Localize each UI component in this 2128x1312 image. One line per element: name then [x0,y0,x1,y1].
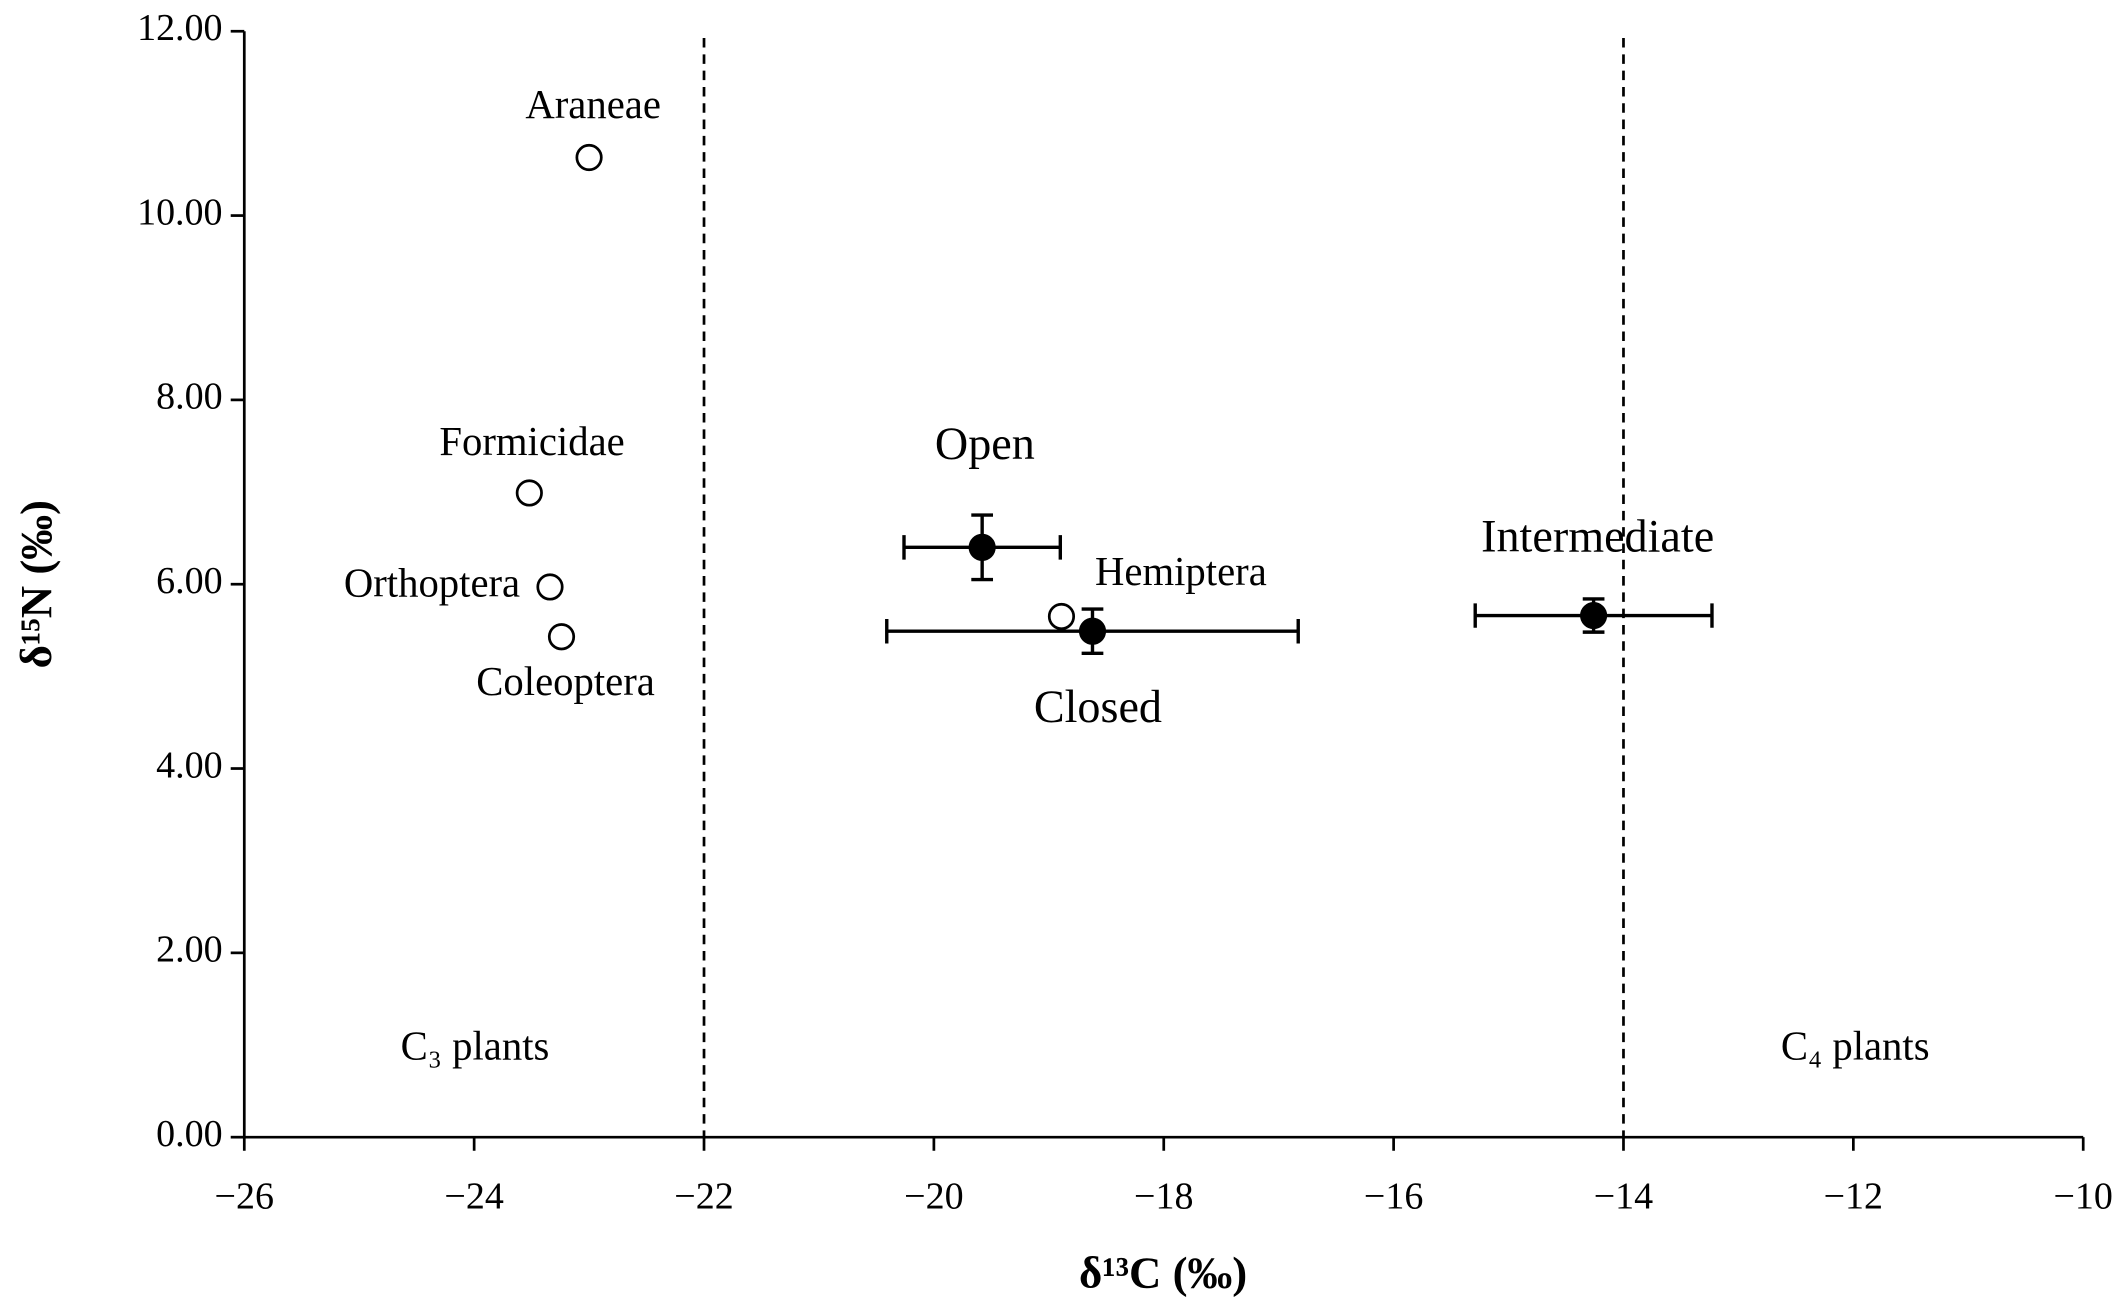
x-tick-label: −26 [215,1175,274,1217]
point-label: Formicidae [439,419,624,464]
point [1580,601,1608,630]
y-tick-label: 8.00 [156,376,222,418]
x-tick-label: −10 [2053,1175,2112,1217]
point-label: Coleoptera [476,659,655,704]
point-label: Closed [1034,681,1162,732]
x-tick-label: −18 [1134,1175,1193,1217]
point [515,479,543,507]
point [547,623,576,651]
point-label: Open [935,418,1035,469]
point [968,533,996,561]
point [536,573,564,601]
x-tick-label: −12 [1824,1175,1883,1217]
x-tick-label: −20 [904,1175,963,1217]
y-tick-label: 2.00 [156,929,222,971]
y-tick-label: 0.00 [156,1113,222,1155]
annotation: C₄ plants [1781,1024,1930,1069]
y-tick-label: 4.00 [156,744,222,786]
x-tick-label: −16 [1364,1175,1423,1217]
point-label: Orthoptera [344,560,520,605]
point [575,143,603,172]
x-tick-label: −14 [1594,1175,1653,1217]
point [1047,602,1076,631]
x-tick-label: −22 [674,1175,733,1217]
point-label: Hemiptera [1095,549,1267,594]
annotation: C₃ plants [401,1024,550,1069]
y-tick-label: 12.00 [137,7,223,49]
x-axis-title: δ¹³C (‰) [1079,1247,1247,1297]
x-tick-label: −24 [444,1175,503,1217]
point [1078,617,1107,645]
point-label: Araneae [525,82,661,127]
point-label: Intermediate [1481,510,1714,561]
y-axis-title: δ¹⁵N (‰) [11,500,61,668]
y-tick-label: 6.00 [156,560,222,602]
y-tick-label: 10.00 [137,191,223,233]
